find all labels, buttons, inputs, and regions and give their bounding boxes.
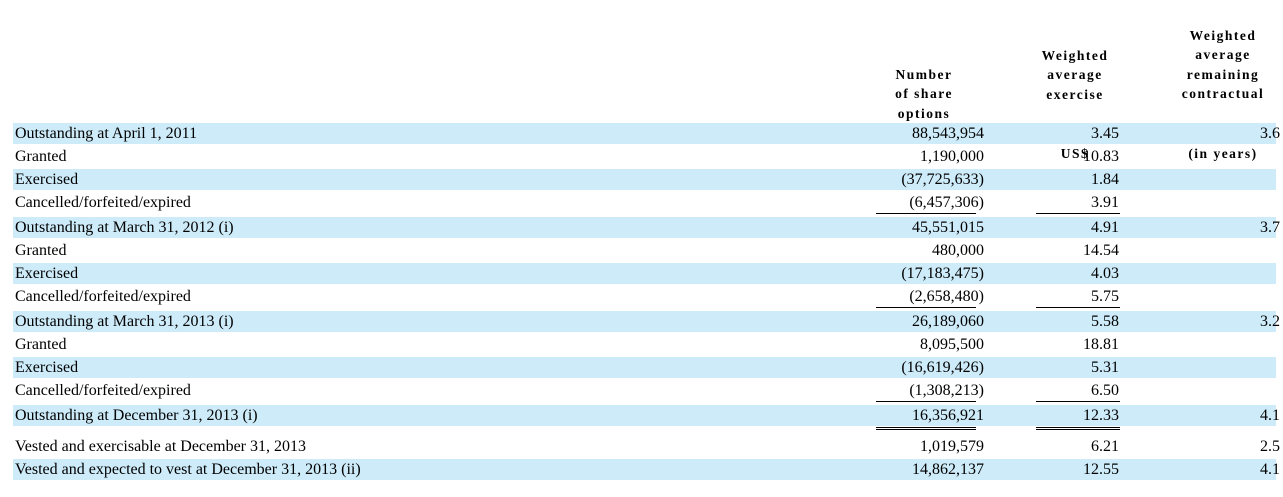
row-options: (2,658,480) [909, 288, 984, 305]
row-options: (17,183,475) [901, 265, 984, 282]
row-options: (1,308,213) [909, 382, 984, 399]
header-col3-text: Weighted average remaining contractual [1181, 27, 1265, 102]
row-label: Outstanding at December 31, 2013 (i) [15, 407, 258, 424]
table-row: Exercised (17,183,475) 4.03 [13, 263, 1276, 284]
row-options: 14,862,137 [912, 461, 984, 478]
subtotal-rule [876, 401, 976, 402]
header-col2-unit: US$ [1060, 146, 1090, 161]
row-price: 3.91 [1091, 194, 1119, 211]
table-row: Outstanding at March 31, 2012 (i) 45,551… [13, 217, 1280, 238]
subtotal-rule [1036, 401, 1120, 402]
row-label: Exercised [15, 359, 79, 376]
table-row: Vested and expected to vest at December … [13, 459, 1280, 480]
row-options: (37,725,633) [901, 171, 984, 188]
row-life: 4.1 [1260, 461, 1280, 478]
row-price: 6.50 [1091, 382, 1119, 399]
row-options: (16,619,426) [901, 359, 984, 376]
table-row: Cancelled/forfeited/expired (2,658,480) … [13, 286, 1276, 307]
subtotal-rule [876, 307, 976, 308]
row-price: 4.03 [1091, 265, 1119, 282]
row-price: 5.31 [1091, 359, 1119, 376]
table-row: Outstanding at March 31, 2013 (i) 26,189… [13, 311, 1280, 332]
header-col3-unit: (in years) [1188, 145, 1258, 161]
row-label: Cancelled/forfeited/expired [15, 382, 191, 399]
table-row: Exercised (37,725,633) 1.84 [13, 169, 1276, 190]
row-label: Vested and expected to vest at December … [15, 461, 361, 478]
row-life [1191, 192, 1280, 213]
row-label: Outstanding at March 31, 2013 (i) [15, 313, 234, 330]
row-price: 5.75 [1091, 288, 1119, 305]
row-life [1191, 146, 1280, 167]
header-number-of-share-options: Number of share options [868, 45, 980, 124]
row-label: Cancelled/forfeited/expired [15, 288, 191, 305]
table-row: Outstanding at December 31, 2013 (i) 16,… [13, 405, 1280, 426]
row-options: 26,189,060 [912, 313, 984, 330]
row-life: 3.2 [1260, 313, 1280, 330]
row-label: Granted [15, 148, 67, 165]
subtotal-rule [1036, 213, 1120, 214]
row-price: 1.84 [1091, 171, 1119, 188]
row-price: 14.54 [1083, 242, 1119, 259]
row-price: 4.91 [1091, 219, 1119, 236]
row-options: 45,551,015 [912, 219, 984, 236]
table-row: Cancelled/forfeited/expired (1,308,213) … [13, 380, 1276, 401]
row-price: 3.45 [1091, 125, 1119, 142]
table-row: Granted 1,190,000 10.83 [13, 146, 1276, 167]
row-options: 480,000 [932, 242, 984, 259]
row-price: 10.83 [1083, 148, 1119, 165]
row-price: 12.33 [1083, 407, 1119, 424]
row-life: 3.7 [1260, 219, 1280, 236]
header-weighted-average-remaining-life: Weighted average remaining contractual l… [1168, 6, 1278, 183]
row-life [1191, 240, 1280, 261]
table-row: Granted 8,095,500 18.81 [13, 334, 1276, 355]
table-row: Exercised (16,619,426) 5.31 [13, 357, 1276, 378]
row-life: 4.1 [1260, 407, 1280, 424]
header-col1-text: Number of share options [889, 65, 959, 124]
row-label: Vested and exercisable at December 31, 2… [15, 438, 306, 455]
row-options: 1,190,000 [920, 148, 984, 165]
row-options: 1,019,579 [920, 438, 984, 455]
row-label: Granted [15, 336, 67, 353]
row-life [1191, 286, 1280, 307]
total-double-rule [1036, 427, 1120, 430]
row-life [1191, 357, 1280, 378]
header-col2-text: Weighted average exercise [1041, 47, 1109, 102]
row-price: 18.81 [1083, 336, 1119, 353]
table-row: Cancelled/forfeited/expired (6,457,306) … [13, 192, 1276, 213]
row-life [1191, 380, 1280, 401]
row-life: 2.5 [1260, 438, 1280, 455]
row-label: Exercised [15, 171, 79, 188]
row-life [1191, 169, 1280, 190]
row-price: 12.55 [1083, 461, 1119, 478]
total-double-rule [876, 427, 976, 430]
row-price: 5.58 [1091, 313, 1119, 330]
row-options: (6,457,306) [909, 194, 984, 211]
subtotal-rule [1036, 307, 1120, 308]
table-row: Vested and exercisable at December 31, 2… [13, 436, 1280, 457]
row-life: 3.6 [1260, 125, 1280, 142]
table-row: Outstanding at April 1, 2011 88,543,954 … [13, 123, 1280, 144]
row-options: 88,543,954 [912, 125, 984, 142]
row-label: Cancelled/forfeited/expired [15, 194, 191, 211]
table-row: Granted 480,000 14.54 [13, 240, 1276, 261]
subtotal-rule [876, 213, 976, 214]
row-options: 16,356,921 [912, 407, 984, 424]
row-label: Outstanding at March 31, 2012 (i) [15, 219, 234, 236]
row-price: 6.21 [1091, 438, 1119, 455]
row-options: 8,095,500 [920, 336, 984, 353]
row-label: Exercised [15, 265, 79, 282]
row-life [1191, 334, 1280, 355]
row-label: Granted [15, 242, 67, 259]
row-life [1191, 263, 1280, 284]
row-label: Outstanding at April 1, 2011 [15, 125, 198, 142]
